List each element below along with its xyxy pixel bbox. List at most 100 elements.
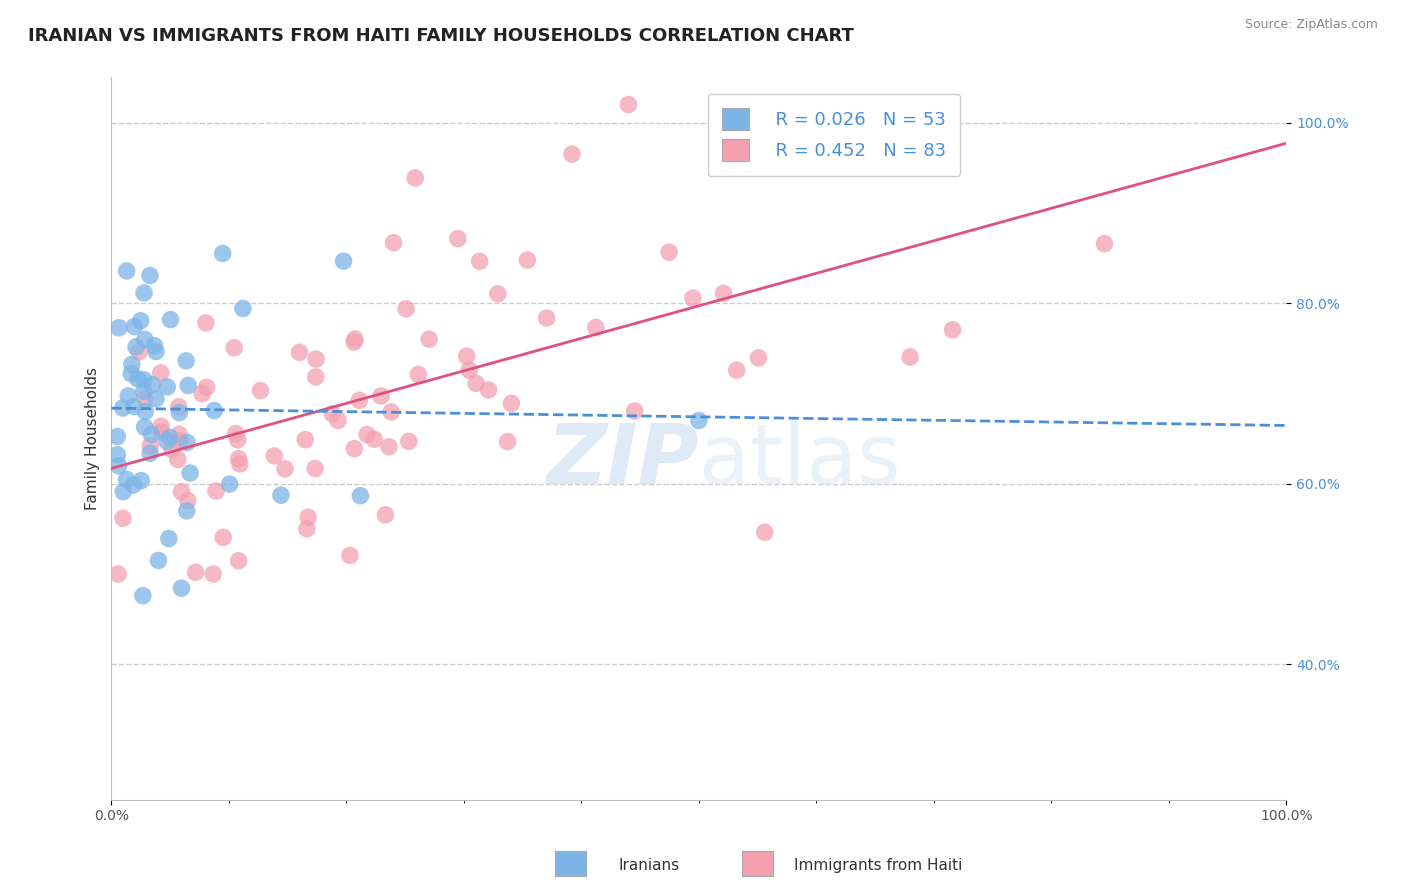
Text: Source: ZipAtlas.com: Source: ZipAtlas.com: [1244, 18, 1378, 31]
Point: [496, 434, 519, 449]
Point: [176, 504, 198, 518]
Point: [516, 253, 538, 268]
Point: [139, 439, 162, 453]
Point: [150, 425, 173, 439]
Point: [194, 316, 217, 330]
Point: [343, 442, 366, 456]
Point: [112, 484, 135, 499]
Point: [174, 354, 197, 368]
Point: [835, 100, 858, 114]
Point: [107, 458, 129, 473]
Point: [295, 522, 318, 536]
Point: [134, 404, 156, 418]
Point: [141, 427, 163, 442]
Point: [477, 383, 499, 397]
Point: [184, 566, 207, 580]
Point: [167, 400, 190, 414]
Point: [195, 380, 218, 394]
Point: [378, 440, 401, 454]
Point: [398, 434, 420, 449]
Point: [132, 384, 155, 399]
Point: [202, 403, 225, 417]
Point: [585, 320, 607, 334]
Point: [382, 235, 405, 250]
Point: [447, 231, 470, 245]
Point: [156, 434, 179, 449]
Point: [149, 366, 172, 380]
Point: [115, 472, 138, 486]
Point: [132, 373, 155, 387]
Point: [486, 286, 509, 301]
Point: [167, 406, 190, 420]
Point: [129, 474, 152, 488]
Point: [145, 392, 167, 406]
Point: [176, 435, 198, 450]
Point: [148, 553, 170, 567]
Point: [623, 404, 645, 418]
Point: [218, 477, 240, 491]
Point: [349, 393, 371, 408]
Point: [408, 368, 430, 382]
Point: [134, 332, 156, 346]
Point: [343, 334, 366, 349]
Point: [380, 405, 402, 419]
Point: [179, 466, 201, 480]
Point: [349, 489, 371, 503]
Text: IRANIAN VS IMMIGRANTS FROM HAITI FAMILY HOUSEHOLDS CORRELATION CHART: IRANIAN VS IMMIGRANTS FROM HAITI FAMILY …: [28, 27, 853, 45]
Point: [321, 407, 343, 421]
Point: [122, 400, 145, 414]
Point: [107, 567, 129, 582]
Point: [339, 549, 361, 563]
Point: [747, 351, 769, 365]
Point: [249, 384, 271, 398]
Point: [501, 396, 523, 410]
Point: [754, 525, 776, 540]
Point: [561, 147, 583, 161]
Point: [404, 171, 426, 186]
Point: [108, 320, 131, 334]
Point: [156, 380, 179, 394]
Text: Iranians: Iranians: [619, 858, 679, 872]
Point: [418, 332, 440, 346]
Point: [356, 427, 378, 442]
Point: [167, 427, 190, 442]
Point: [117, 389, 139, 403]
Point: [120, 367, 142, 381]
Point: [456, 349, 478, 363]
Point: [150, 419, 173, 434]
Text: Immigrants from Haiti: Immigrants from Haiti: [794, 858, 963, 872]
Point: [942, 323, 965, 337]
Point: [159, 312, 181, 326]
Point: [363, 432, 385, 446]
Point: [211, 246, 233, 260]
Point: [129, 314, 152, 328]
Point: [170, 484, 193, 499]
Point: [121, 358, 143, 372]
Point: [105, 429, 128, 443]
Point: [141, 377, 163, 392]
Point: [145, 344, 167, 359]
Point: [160, 442, 183, 457]
Point: [304, 461, 326, 475]
Point: [111, 511, 134, 525]
Point: [132, 285, 155, 300]
Point: [274, 462, 297, 476]
Point: [212, 530, 235, 544]
Point: [143, 339, 166, 353]
Point: [458, 363, 481, 377]
Point: [127, 372, 149, 386]
Point: [465, 376, 488, 391]
Point: [229, 457, 252, 471]
Point: [228, 451, 250, 466]
Legend:   R = 0.026   N = 53,   R = 0.452   N = 83: R = 0.026 N = 53, R = 0.452 N = 83: [707, 94, 960, 176]
Point: [177, 493, 200, 508]
Point: [374, 508, 396, 522]
Point: [270, 488, 292, 502]
Point: [343, 332, 366, 346]
Point: [134, 392, 156, 407]
Point: [226, 433, 249, 447]
Point: [122, 478, 145, 492]
Point: [305, 352, 328, 367]
Point: [139, 268, 162, 283]
Point: [898, 350, 921, 364]
